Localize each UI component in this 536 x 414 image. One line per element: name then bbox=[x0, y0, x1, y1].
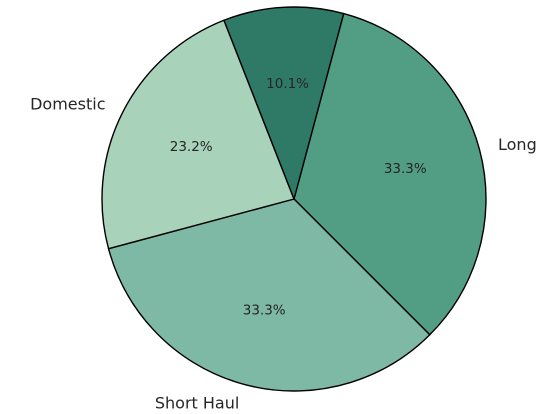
pct-label-short-haul: 33.3% bbox=[243, 302, 286, 318]
pct-label-long-haul: 33.3% bbox=[384, 161, 427, 177]
pie-slice-short-haul bbox=[107, 198, 431, 392]
category-label-domestic: Domestic bbox=[30, 94, 105, 113]
pct-label-domestic: 23.2% bbox=[170, 139, 213, 155]
pct-label-international: 10.1% bbox=[266, 76, 309, 92]
pie-slices bbox=[101, 6, 487, 392]
percentage-labels: 33.3% 33.3% 23.2% 10.1% bbox=[170, 76, 427, 318]
pie-slice-international bbox=[223, 6, 345, 200]
category-labels: Long HaulShort HaulDomesticInternational bbox=[30, 94, 536, 413]
category-label-short-haul: Short Haul bbox=[155, 394, 239, 413]
pie-slice-long-haul bbox=[293, 12, 487, 336]
category-label-long-haul: Long Haul bbox=[498, 135, 536, 154]
